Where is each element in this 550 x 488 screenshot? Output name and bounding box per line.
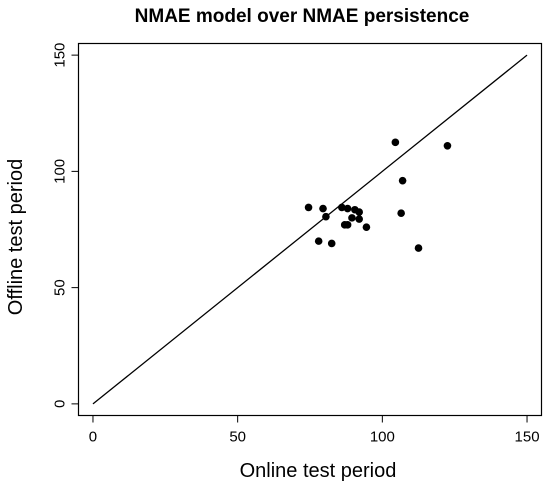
x-tick-label: 100 <box>370 429 395 446</box>
chart-title: NMAE model over NMAE persistence <box>135 6 470 27</box>
y-tick-label: 50 <box>52 279 69 296</box>
y-tick-label: 150 <box>52 43 69 68</box>
data-point <box>319 204 327 213</box>
data-point <box>443 142 452 150</box>
data-point <box>338 203 346 212</box>
data-point <box>314 237 323 245</box>
x-axis-label: Online test period <box>240 460 397 482</box>
x-axis: 0 50 100 150 <box>89 415 540 446</box>
data-point <box>322 212 330 221</box>
x-tick-label: 50 <box>229 429 246 446</box>
y-tick-label: 0 <box>52 400 69 408</box>
data-point <box>398 176 407 185</box>
data-point <box>355 208 363 216</box>
data-point <box>327 239 336 248</box>
y-axis: 0 50 100 150 <box>52 43 79 408</box>
data-point <box>304 203 313 212</box>
identity-reference-line <box>92 54 528 405</box>
reference-line-group <box>92 54 528 405</box>
data-point <box>414 244 423 252</box>
plot-frame <box>77 42 543 417</box>
data-point <box>355 215 363 223</box>
data-point <box>391 138 400 147</box>
data-point <box>343 204 352 213</box>
data-point <box>348 214 356 222</box>
x-tick-label: 0 <box>89 429 97 446</box>
data-point <box>397 209 405 218</box>
y-tick-label: 100 <box>52 159 69 184</box>
y-axis-label: Offline test period <box>5 159 27 315</box>
data-point <box>343 221 352 229</box>
x-tick-label: 150 <box>515 429 540 446</box>
data-point <box>362 223 371 231</box>
data-points <box>304 138 452 252</box>
